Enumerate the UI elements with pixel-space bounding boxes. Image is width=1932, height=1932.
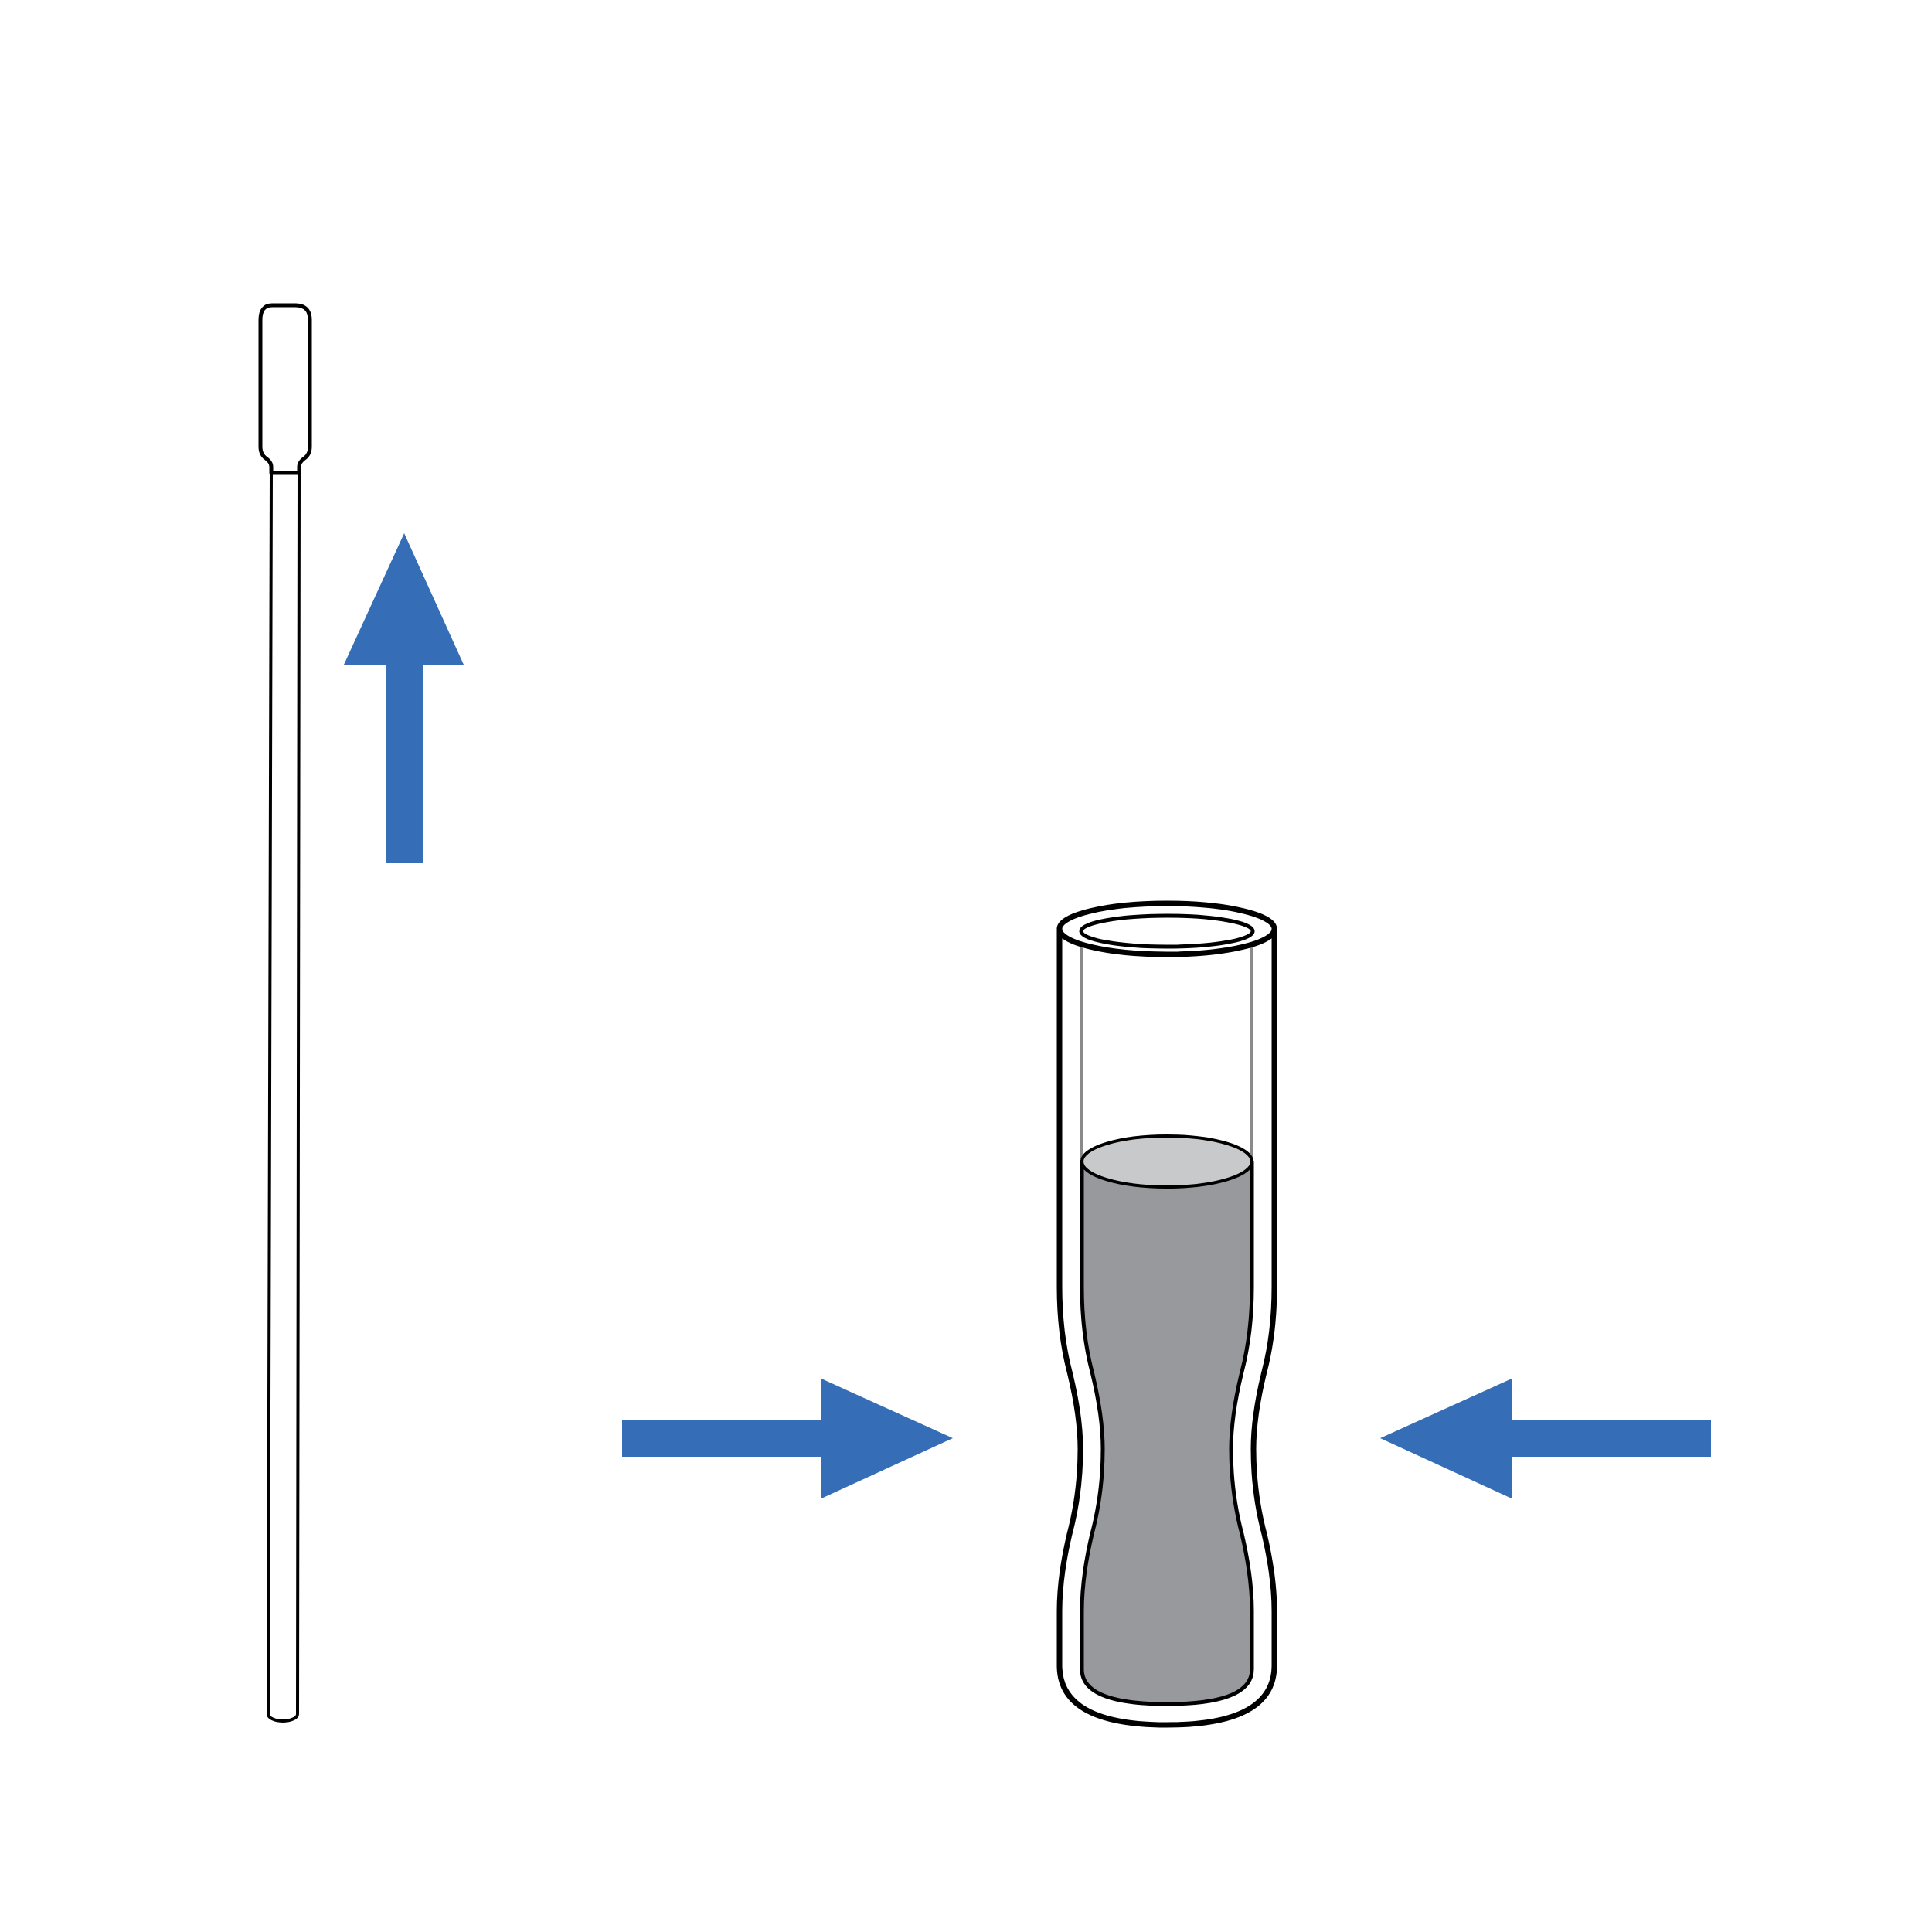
arrow-up — [344, 533, 464, 863]
arrow-left — [1380, 1379, 1711, 1498]
tube-rim-inner — [1079, 913, 1255, 949]
liquid-surface — [1080, 1134, 1253, 1189]
swab-handle — [267, 470, 301, 1723]
swab-tip — [258, 303, 312, 475]
liquid — [1080, 1159, 1254, 1706]
arrow-right — [622, 1379, 953, 1498]
swab — [258, 303, 312, 1723]
tube-with-liquid — [1056, 900, 1277, 1728]
